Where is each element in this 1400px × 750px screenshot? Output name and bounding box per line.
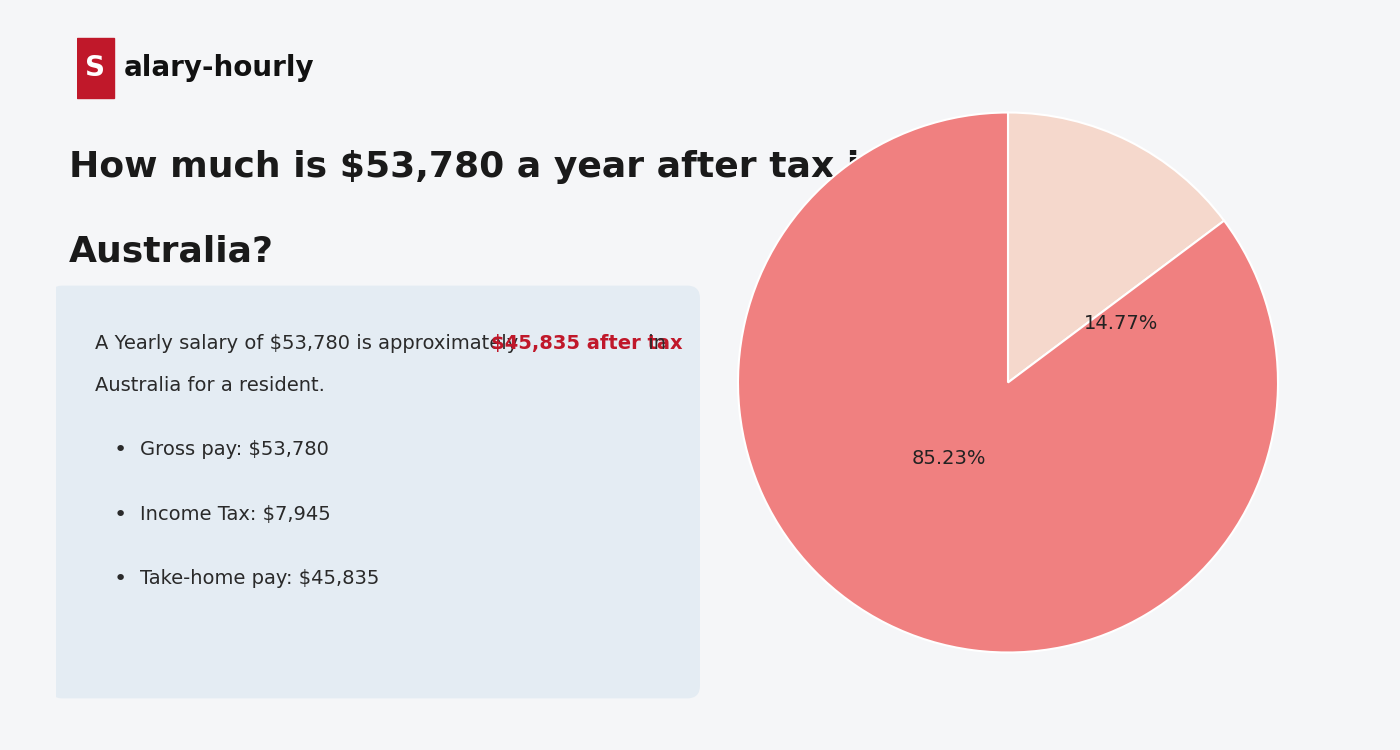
Text: Income Tax: $7,945: Income Tax: $7,945 [140,505,330,524]
FancyBboxPatch shape [49,286,700,698]
Text: 85.23%: 85.23% [911,448,986,467]
Text: Gross pay: $53,780: Gross pay: $53,780 [140,440,329,460]
Wedge shape [1008,112,1224,382]
Text: A Yearly salary of $53,780 is approximately: A Yearly salary of $53,780 is approximat… [95,334,524,353]
Text: How much is $53,780 a year after tax in: How much is $53,780 a year after tax in [69,150,885,184]
Text: in: in [643,334,666,353]
Text: •: • [113,505,127,525]
Text: Take-home pay: $45,835: Take-home pay: $45,835 [140,569,379,589]
Text: alary-hourly: alary-hourly [125,53,315,82]
Text: Australia for a resident.: Australia for a resident. [95,376,325,395]
Text: •: • [113,569,127,590]
Text: Australia?: Australia? [69,234,274,268]
Text: 14.77%: 14.77% [1084,314,1159,332]
Text: $45,835 after tax: $45,835 after tax [491,334,682,353]
Wedge shape [738,112,1278,652]
Text: S: S [85,53,105,82]
FancyBboxPatch shape [77,38,113,98]
Text: •: • [113,440,127,460]
